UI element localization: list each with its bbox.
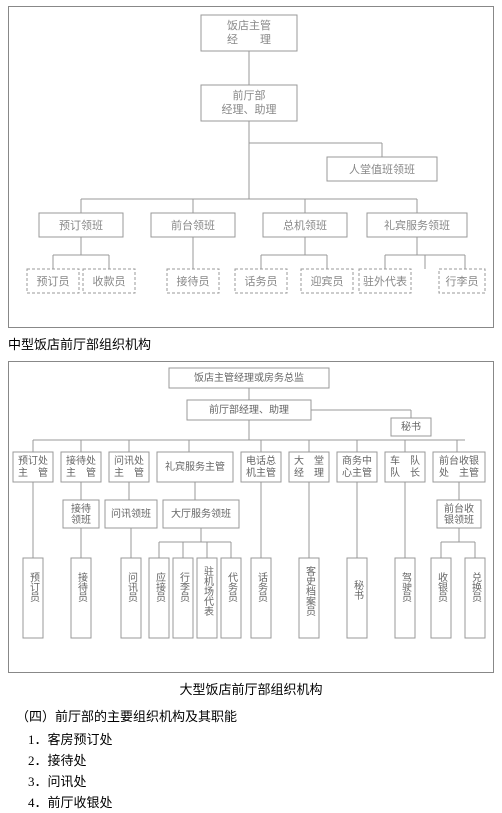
svg-text:主 管: 主 管	[66, 466, 96, 479]
svg-text:前台收: 前台收	[444, 502, 474, 515]
svg-text:领班: 领班	[71, 513, 91, 526]
svg-text:行李员: 行李员	[178, 571, 190, 603]
svg-text:人堂值班领班: 人堂值班领班	[349, 163, 415, 176]
list-item: 4．前厅收银处	[28, 792, 474, 811]
svg-text:电话总: 电话总	[246, 454, 276, 467]
svg-text:秘书: 秘书	[401, 420, 421, 433]
svg-text:驻机场代表: 驻机场代表	[202, 565, 214, 617]
svg-text:饭店主管: 饭店主管	[227, 18, 271, 32]
list-item: 2．接待处	[28, 750, 474, 769]
svg-text:饭店主管经理或房务总监: 饭店主管经理或房务总监	[194, 371, 304, 384]
svg-text:应接员: 应接员	[154, 571, 166, 603]
svg-text:主 管: 主 管	[114, 466, 144, 479]
svg-text:机主管: 机主管	[246, 466, 276, 479]
chart2-svg: 饭店主管经理或房务总监 前厅部经理、助理 秘书 预订处主 管 接待处主 管 问讯…	[9, 362, 489, 672]
svg-text:经理、助理: 经理、助理	[222, 102, 277, 116]
svg-text:队 长: 队 长	[390, 466, 420, 479]
svg-text:收银员: 收银员	[436, 571, 448, 603]
section-title: （四）前厅部的主要组织机构及其职能	[16, 706, 486, 725]
list-item: 1．客房预订处	[28, 729, 474, 748]
svg-text:前厅部经理、助理: 前厅部经理、助理	[209, 403, 289, 416]
svg-text:心主管: 心主管	[342, 466, 372, 479]
svg-text:前台收银: 前台收银	[439, 454, 479, 467]
svg-text:大厅服务领班: 大厅服务领班	[171, 507, 231, 520]
svg-text:银领班: 银领班	[444, 513, 474, 526]
item-text: 问讯处	[48, 774, 87, 789]
svg-text:接待: 接待	[71, 502, 91, 515]
svg-text:驻外代表: 驻外代表	[363, 274, 407, 288]
svg-text:问讯领班: 问讯领班	[111, 507, 151, 520]
svg-text:车 队: 车 队	[390, 454, 420, 467]
svg-text:行李员: 行李员	[446, 274, 479, 288]
svg-text:接待员: 接待员	[177, 274, 210, 288]
svg-text:兑换员: 兑换员	[470, 571, 482, 603]
item-text: 客房预订处	[48, 732, 113, 747]
svg-text:收款员: 收款员	[93, 274, 126, 288]
chart2-caption: 大型饭店前厅部组织机构	[8, 679, 494, 698]
svg-text:秘书: 秘书	[352, 579, 364, 601]
svg-text:预订员: 预订员	[28, 572, 40, 603]
org-chart-medium: 饭店主管 经 理 前厅部 经理、助理 人堂值班领班 预订领班 前台领班 总机领班…	[8, 6, 494, 328]
svg-text:预订领班: 预订领班	[59, 219, 103, 232]
svg-text:预订处: 预订处	[18, 455, 48, 467]
svg-text:商务中: 商务中	[342, 454, 372, 467]
list-item: 3．问讯处	[28, 771, 474, 790]
svg-text:总机领班: 总机领班	[283, 218, 327, 232]
svg-text:礼宾服务主管: 礼宾服务主管	[165, 460, 225, 473]
svg-text:话务员: 话务员	[245, 275, 278, 288]
item-text: 前厅收银处	[48, 795, 113, 810]
svg-text:预订员: 预订员	[37, 275, 70, 288]
svg-text:代务员: 代务员	[226, 572, 238, 603]
chart1-svg: 饭店主管 经 理 前厅部 经理、助理 人堂值班领班 预订领班 前台领班 总机领班…	[9, 7, 489, 327]
svg-text:接待员: 接待员	[76, 571, 88, 603]
svg-text:经 理: 经 理	[227, 33, 271, 46]
svg-text:接待处: 接待处	[66, 454, 96, 467]
svg-text:礼宾服务领班: 礼宾服务领班	[384, 218, 450, 232]
svg-text:问讯员: 问讯员	[126, 571, 138, 603]
svg-text:处 主管: 处 主管	[439, 466, 479, 479]
svg-text:大 堂: 大 堂	[294, 454, 324, 467]
svg-text:客史档案员: 客史档案员	[304, 565, 316, 617]
svg-text:驾驶员: 驾驶员	[400, 572, 412, 603]
item-text: 接待处	[48, 753, 87, 768]
chart1-caption: 中型饭店前厅部组织机构	[8, 334, 494, 353]
svg-text:问讯处: 问讯处	[114, 454, 144, 467]
bottom-row	[23, 558, 485, 638]
org-chart-large: 饭店主管经理或房务总监 前厅部经理、助理 秘书 预订处主 管 接待处主 管 问讯…	[8, 361, 494, 673]
svg-text:话务员: 话务员	[256, 572, 268, 603]
svg-text:迎宾员: 迎宾员	[311, 274, 344, 288]
svg-text:前台领班: 前台领班	[171, 218, 215, 232]
svg-text:主 管: 主 管	[18, 466, 48, 479]
svg-text:经 理: 经 理	[294, 466, 324, 479]
svg-text:前厅部: 前厅部	[233, 88, 266, 102]
